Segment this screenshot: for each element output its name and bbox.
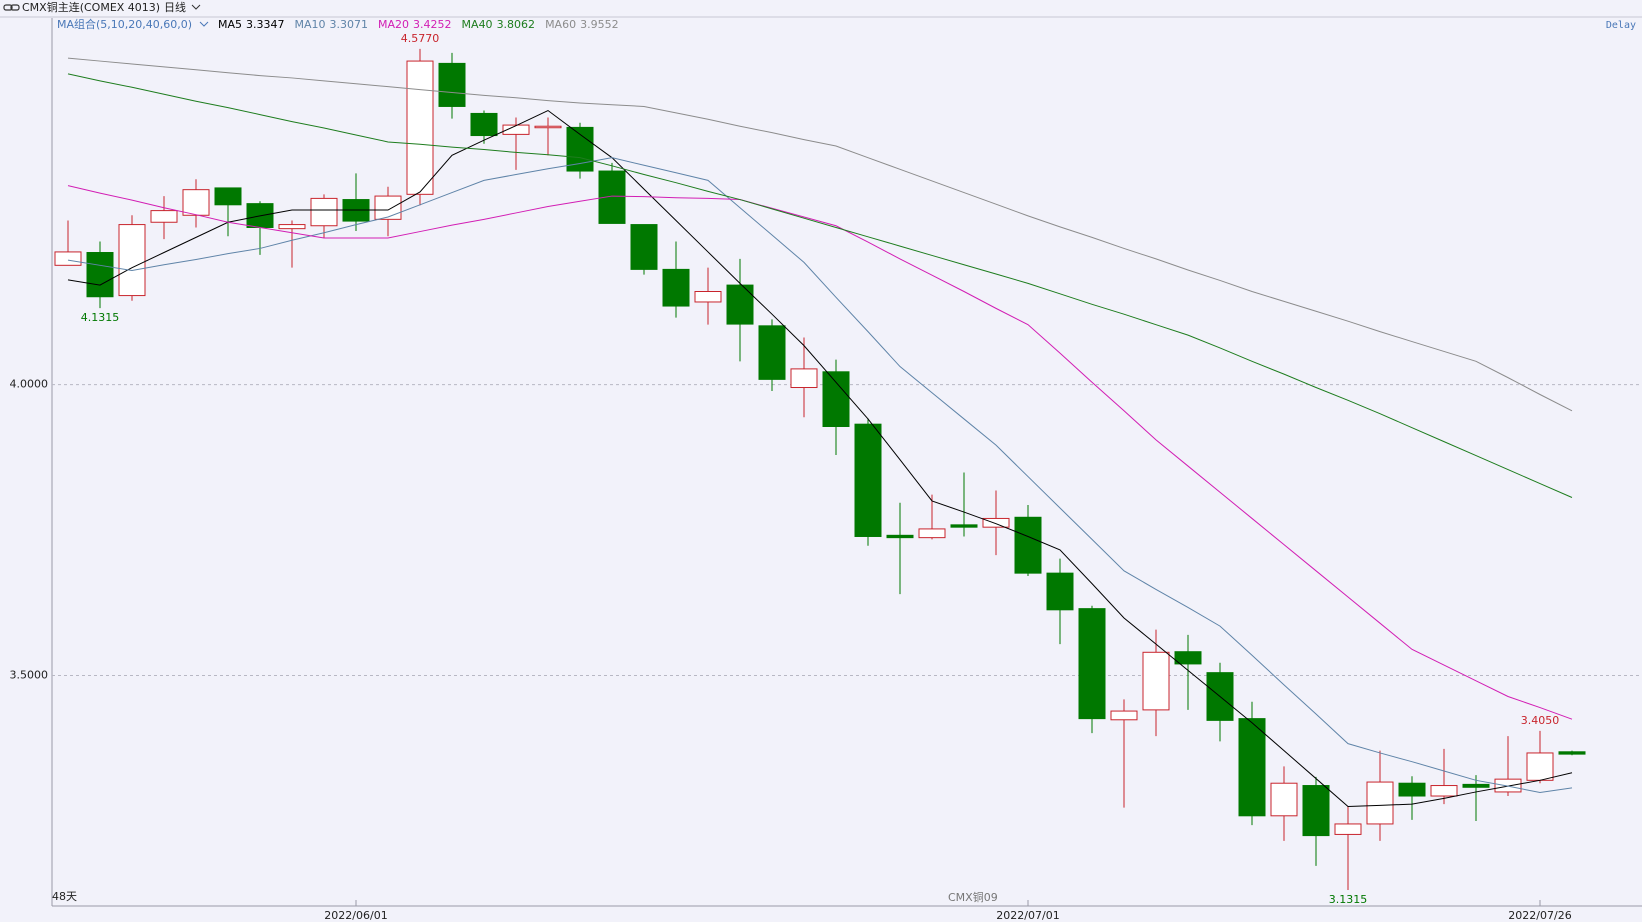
candle-body [950,524,978,528]
candle-body [1366,781,1394,825]
indicator-chevron[interactable] [199,21,209,27]
candle-body [438,62,466,107]
legend-value: 3.4252 [413,18,452,31]
candle-body [1526,752,1554,781]
legend-name: MA20 [378,18,409,31]
x-tick-label: 2022/06/01 [324,909,387,922]
candle-body [758,325,786,380]
legend-name: MA60 [545,18,576,31]
candle-body [886,534,914,539]
ma-line [67,57,1573,412]
candle-body [1046,572,1074,611]
candle-body [1558,751,1586,755]
y-tick-label: 4.0000 [10,378,49,391]
candle-body [982,517,1010,528]
candle-body [1174,651,1202,665]
candle-body [470,112,498,137]
candle-body [502,124,530,135]
candle-body [1398,782,1426,797]
candle-body [214,187,242,206]
candle-body [1462,783,1490,788]
extreme-label: 3.4050 [1521,714,1560,727]
legend-name: MA5 [218,18,242,31]
candle-body [1270,782,1298,817]
candle-body [662,268,690,307]
ma-line [67,109,1573,807]
extreme-label: 4.1315 [81,311,120,324]
candle-body [278,224,306,230]
candle-body [630,224,658,270]
legend-value: 3.8062 [497,18,536,31]
extreme-label: 4.5770 [401,32,440,45]
candle-body [1302,785,1330,837]
candle-body [854,423,882,537]
candle-body [598,170,626,224]
indicator-selector[interactable]: MA组合(5,10,20,40,60,0) [57,17,192,31]
candle-body [1334,823,1362,835]
candle-body [918,528,946,539]
y-tick-label: 3.5000 [10,669,49,682]
x-tick-label: 2022/07/26 [1508,909,1571,922]
candle-body [1494,778,1522,793]
candle-body [54,251,82,266]
period-chevron[interactable] [191,4,201,10]
x-tick-label: 2022/07/01 [996,909,1059,922]
legend-name: MA10 [295,18,326,31]
candle-body [1078,608,1106,720]
candle-body [1110,710,1138,721]
app-icon [3,4,20,11]
candle-body [1014,516,1042,574]
period-selector[interactable]: 日线 [164,0,186,14]
candle-body [726,284,754,325]
contract-label: CMX铜09 [948,890,998,904]
candle-body [1142,651,1170,711]
legend-value: 3.3071 [330,18,369,31]
candle-body [374,195,402,220]
candle-body [118,224,146,297]
candle-body [534,125,562,129]
delay-status: Delay [1606,20,1636,31]
candle-body [406,60,434,195]
candle-body [694,290,722,303]
candle-body [1430,785,1458,797]
extreme-label: 3.1315 [1329,893,1368,906]
day-count: 48天 [52,890,77,903]
ma-line [67,185,1573,720]
instrument-title[interactable]: CMX铜主连(COMEX 4013) [22,0,160,14]
candle-body [182,189,210,216]
candle-body [790,368,818,389]
legend-value: 3.9552 [580,18,619,31]
candle-body [86,252,114,298]
candle-body [310,197,338,227]
ma-line [67,73,1573,498]
legend-value: 3.3347 [246,18,285,31]
candle-body [150,210,178,223]
legend-name: MA40 [462,18,493,31]
candle-body [1238,718,1266,817]
ma-line [67,157,1573,794]
candle-body [822,371,850,428]
